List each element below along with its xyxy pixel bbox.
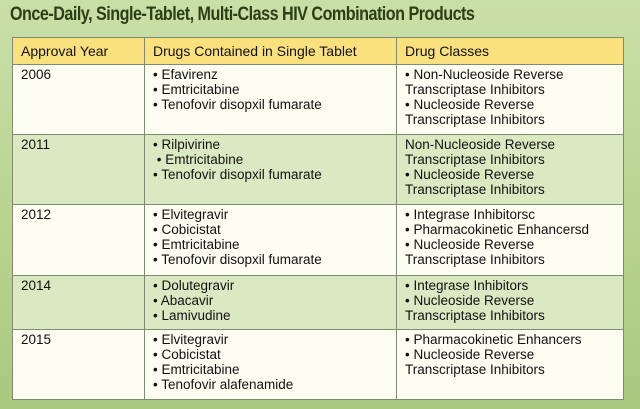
drug-classes-cell: • Pharmacokinetic Enhancers • Nucleoside… (396, 328, 624, 401)
drug-item: • Abacavir (153, 292, 214, 308)
drug-class-item: • Pharmacokinetic Enhancersd (405, 222, 590, 238)
drug-item: • Tenofovir disopxil fumarate (153, 97, 322, 112)
table-row: 2014 • Dolutegravir • Abacavir • Lamivud… (12, 274, 624, 330)
drug-classes-cell: • Integrase Inhibitorsc • Pharmacokineti… (396, 204, 624, 276)
page-title: Once-Daily, Single-Tablet, Multi-Class H… (10, 4, 475, 25)
drug-class-item: Transcriptase Inhibitors (405, 182, 545, 198)
drugs-cell: • Dolutegravir • Abacavir • Lamivudine (144, 274, 397, 330)
approval-year-cell: 2014 (12, 274, 145, 330)
drug-class-item: • Nucleoside Reverse (405, 346, 535, 362)
drug-class-item: Transcriptase Inhibitors (405, 82, 545, 97)
drug-item: • Cobicistat (153, 346, 221, 362)
column-header-drug-classes: Drug Classes (396, 37, 624, 65)
drug-class-item: Transcriptase Inhibitors (405, 307, 545, 323)
drug-classes-cell: • Integrase Inhibitors • Nucleoside Reve… (396, 274, 624, 330)
drug-item: • Emtricitabine (153, 152, 244, 168)
drug-class-item: Non-Nucleoside Reverse (405, 137, 556, 153)
drug-item: • Cobicistat (153, 222, 221, 238)
drug-item: • Dolutegravir (153, 277, 235, 293)
drug-class-item: • Nucleoside Reverse (405, 167, 535, 183)
drug-item: • Efavirenz (153, 67, 218, 82)
drug-item: • Emtricitabine (153, 361, 240, 377)
table-header-row: Approval Year Drugs Contained in Single … (12, 37, 624, 65)
drugs-cell: • Efavirenz • Emtricitabine • Tenofovir … (144, 63, 397, 136)
drug-class-item: • Integrase Inhibitorsc (405, 207, 536, 223)
column-header-drugs: Drugs Contained in Single Tablet (144, 37, 397, 65)
drug-item: • Rilpivirine (153, 137, 220, 153)
drug-item: • Lamivudine (153, 307, 231, 323)
drug-class-item: • Pharmacokinetic Enhancers (405, 331, 582, 347)
drugs-cell: • Elvitegravir • Cobicistat • Emtricitab… (144, 204, 397, 276)
drugs-cell: • Elvitegravir • Cobicistat • Emtricitab… (144, 328, 397, 401)
drug-item: • Tenofovir disopxil fumarate (153, 252, 322, 268)
drug-item: • Elvitegravir (153, 331, 229, 347)
approval-year-cell: 2015 (12, 328, 145, 401)
approval-year-cell: 2011 (12, 134, 145, 206)
table-row: 2011 • Rilpivirine • Emtricitabine • Ten… (12, 134, 624, 206)
drug-class-item: Transcriptase Inhibitors (405, 361, 545, 377)
table-row: 2006 • Efavirenz • Emtricitabine • Tenof… (12, 63, 624, 136)
approval-year-cell: 2006 (12, 63, 145, 136)
drug-item: • Tenofovir alafenamide (153, 376, 294, 392)
drug-class-item: • Nucleoside Reverse (405, 292, 535, 308)
drug-class-item: • Integrase Inhibitors (405, 277, 529, 293)
drug-item: • Emtricitabine (153, 237, 240, 253)
drug-class-item: • Nucleoside Reverse (405, 97, 535, 112)
column-header-approval-year: Approval Year (12, 37, 145, 65)
drug-class-item: Transcriptase Inhibitors (405, 252, 545, 268)
drug-item: • Emtricitabine (153, 82, 240, 97)
table-row: 2015 • Elvitegravir • Cobicistat • Emtri… (12, 328, 624, 401)
drug-classes-cell: • Non-Nucleoside Reverse Transcriptase I… (396, 63, 624, 136)
table-row: 2012 • Elvitegravir • Cobicistat • Emtri… (12, 204, 624, 276)
drug-item: • Tenofovir disopxil fumarate (153, 167, 322, 183)
drugs-cell: • Rilpivirine • Emtricitabine • Tenofovi… (144, 134, 397, 206)
hiv-combination-table: Approval Year Drugs Contained in Single … (12, 37, 624, 401)
drug-classes-cell: Non-Nucleoside Reverse Transcriptase Inh… (396, 134, 624, 206)
drug-class-item: • Non-Nucleoside Reverse (405, 67, 564, 82)
drug-item: • Elvitegravir (153, 207, 229, 223)
drug-class-item: Transcriptase Inhibitors (405, 112, 545, 127)
drug-class-item: Transcriptase Inhibitors (405, 152, 545, 168)
drug-class-item: • Nucleoside Reverse (405, 237, 535, 253)
approval-year-cell: 2012 (12, 204, 145, 276)
